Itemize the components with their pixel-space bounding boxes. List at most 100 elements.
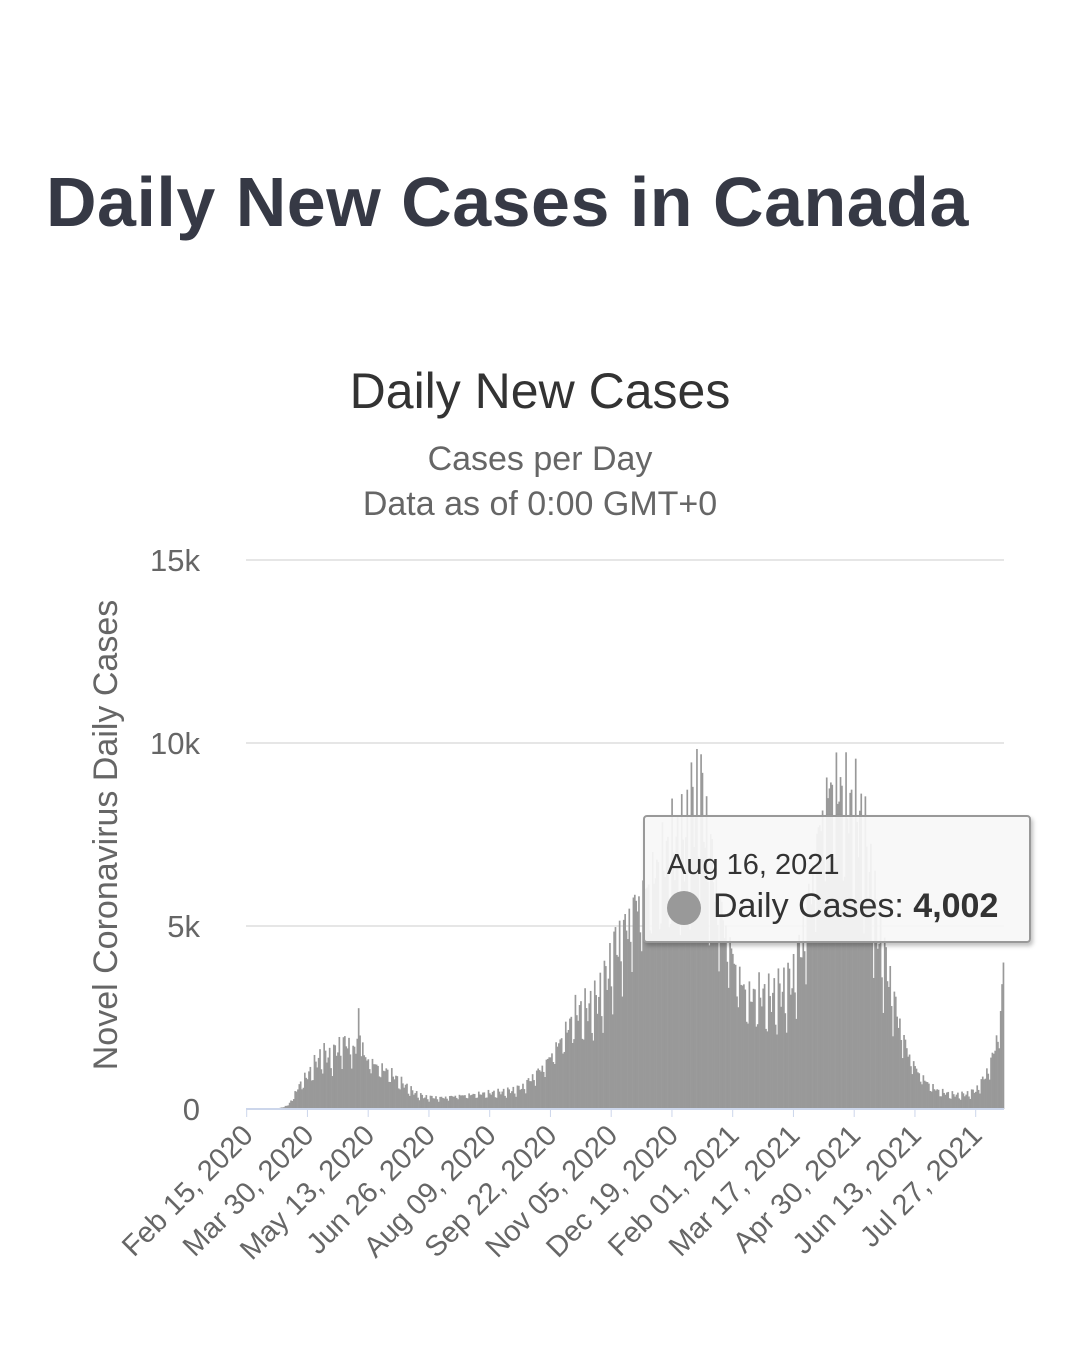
bar (765, 1028, 767, 1109)
bar (745, 1021, 748, 1109)
bar (310, 1080, 313, 1109)
bar (886, 981, 889, 1109)
bar (744, 989, 747, 1109)
bar (321, 1073, 324, 1109)
bar (393, 1079, 396, 1109)
bar (570, 1016, 573, 1109)
bar (621, 996, 624, 1109)
bar (587, 1021, 589, 1109)
bar (548, 1057, 551, 1109)
bar (910, 1066, 912, 1109)
bar (382, 1070, 385, 1109)
bar (534, 1085, 537, 1109)
bar (874, 870, 876, 1109)
bar (1002, 962, 1005, 1109)
bar (767, 973, 770, 1109)
bar (549, 1057, 552, 1109)
bar (725, 925, 727, 1109)
bar (476, 1097, 479, 1109)
bar (491, 1091, 494, 1109)
tooltip-value: 4,002 (913, 887, 999, 925)
bar (392, 1076, 395, 1109)
bar (483, 1092, 486, 1109)
bar (538, 1070, 541, 1109)
bar (465, 1097, 468, 1109)
bar (312, 1080, 314, 1109)
bar (352, 1045, 354, 1109)
bar (591, 1032, 593, 1109)
bar (733, 963, 736, 1109)
bar (777, 968, 780, 1109)
bar (469, 1095, 472, 1109)
bar (471, 1094, 473, 1109)
bar (832, 857, 835, 1109)
bar (302, 1087, 305, 1109)
bar (737, 1007, 740, 1109)
bar (963, 1096, 966, 1109)
bar (734, 964, 737, 1109)
page-title: Daily New Cases in Canada (46, 163, 969, 241)
bar (584, 988, 586, 1109)
bar (595, 995, 597, 1109)
bar (864, 796, 867, 1109)
bar (650, 933, 653, 1109)
bar (776, 1034, 778, 1109)
bar (747, 1023, 749, 1109)
bar (653, 883, 655, 1109)
bar (911, 1074, 914, 1109)
bar (400, 1076, 403, 1109)
bar (494, 1097, 497, 1109)
bar (500, 1094, 502, 1109)
bar (453, 1096, 455, 1109)
bar (876, 948, 879, 1109)
bar (741, 985, 744, 1109)
bar (633, 894, 636, 1109)
bar (629, 941, 632, 1109)
bar (553, 1063, 556, 1109)
bar (834, 863, 836, 1109)
bar (805, 984, 807, 1109)
bar (795, 1018, 798, 1109)
bar (567, 1029, 570, 1109)
bar (651, 852, 654, 1109)
bar (349, 1054, 352, 1109)
bar (432, 1098, 435, 1109)
bar (640, 951, 643, 1109)
bar (853, 900, 856, 1109)
bar (821, 810, 824, 1109)
bar (458, 1094, 461, 1109)
bar (944, 1094, 947, 1109)
bar (558, 1043, 560, 1109)
bar (946, 1092, 948, 1109)
bar (649, 930, 651, 1109)
bar (809, 897, 811, 1109)
bar (867, 899, 869, 1109)
chart-subtitle-line-1: Cases per Day (428, 440, 653, 478)
bar (361, 1042, 364, 1109)
bar (738, 966, 741, 1109)
bar (523, 1089, 526, 1109)
chart-title: Daily New Cases (350, 363, 731, 419)
bar (687, 898, 690, 1109)
bar (334, 1045, 337, 1109)
bar (462, 1095, 465, 1109)
bar (955, 1094, 958, 1109)
bar (954, 1096, 956, 1109)
bar (487, 1089, 490, 1109)
bar (789, 994, 792, 1109)
bar (824, 881, 827, 1109)
bar (675, 836, 678, 1109)
bar (761, 1006, 763, 1109)
bar (857, 857, 860, 1109)
bar (324, 1050, 327, 1109)
bar (513, 1093, 516, 1109)
bar (410, 1086, 412, 1109)
bar (962, 1093, 965, 1109)
bar (342, 1037, 345, 1109)
bar (843, 876, 846, 1109)
bar (440, 1096, 443, 1109)
bar (769, 996, 771, 1109)
bar (533, 1080, 535, 1109)
bar (384, 1071, 386, 1109)
bar (317, 1057, 320, 1109)
